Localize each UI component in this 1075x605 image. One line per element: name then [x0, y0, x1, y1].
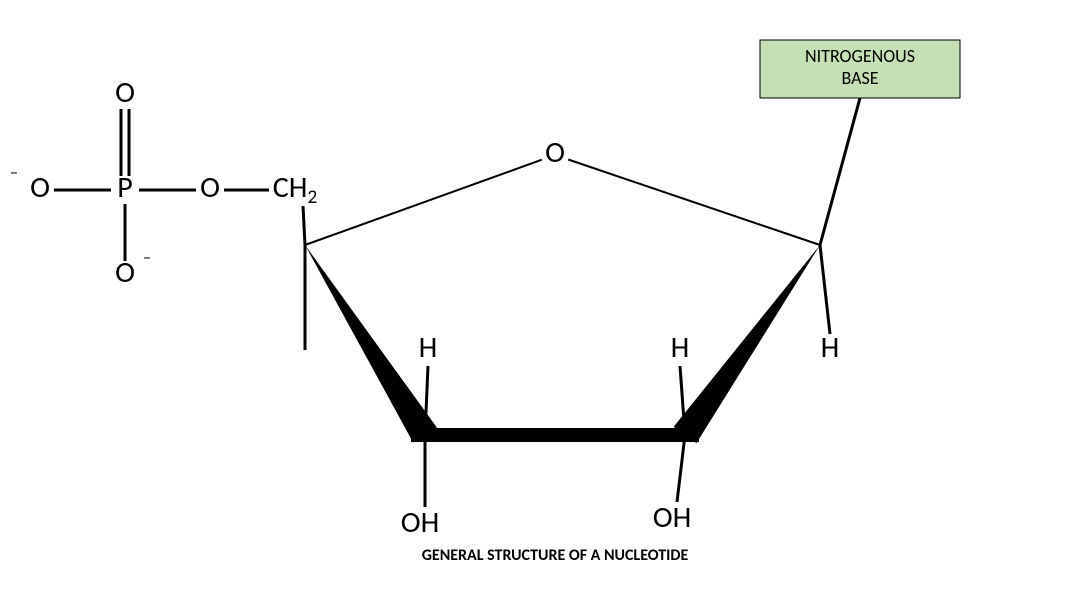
bond — [303, 206, 305, 245]
svg-text:H: H — [419, 329, 438, 366]
atom-O_ring: O — [545, 134, 565, 171]
base-label-line1: NITROGENOUS — [805, 45, 915, 67]
svg-text:H: H — [821, 329, 840, 366]
svg-text:O: O — [115, 74, 135, 111]
atom-H_c2: H — [671, 329, 690, 366]
atom-O_right: O — [200, 169, 220, 206]
diagram-caption: GENERAL STRUCTURE OF A NUCLEOTIDE — [422, 546, 689, 565]
atom-OH_c3: OH — [401, 504, 440, 541]
svg-text:OH: OH — [653, 499, 692, 536]
svg-text:H: H — [671, 329, 690, 366]
svg-text:O: O — [30, 169, 50, 206]
svg-text:−: − — [143, 249, 151, 268]
nitrogenous-base-box: NITROGENOUSBASE — [760, 40, 960, 98]
base-label-line2: BASE — [841, 67, 878, 89]
atom-O_dbl: O — [115, 74, 135, 111]
atom-H_c3: H — [419, 329, 438, 366]
svg-text:O: O — [545, 134, 565, 171]
svg-text:−: − — [10, 164, 18, 183]
svg-text:O: O — [200, 169, 220, 206]
atom-OH_c2: OH — [653, 499, 692, 536]
svg-text:OH: OH — [401, 504, 440, 541]
atom-H_c1: H — [821, 329, 840, 366]
